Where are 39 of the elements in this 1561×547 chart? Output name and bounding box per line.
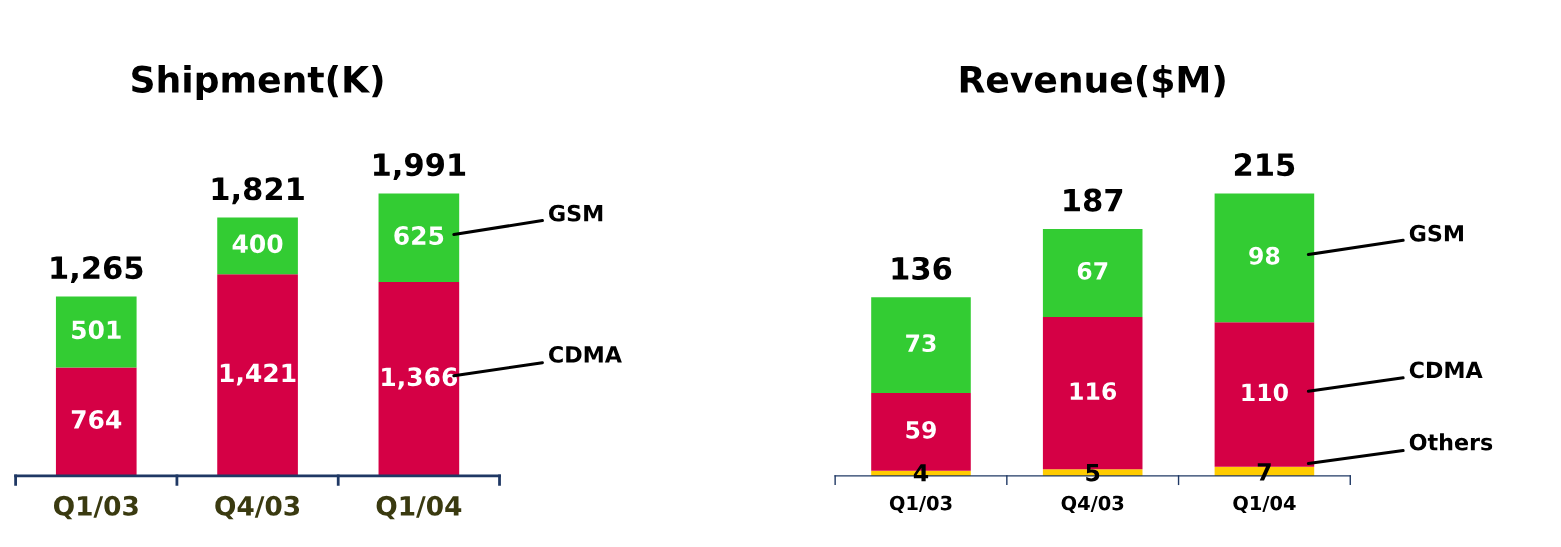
data-label: 116 — [1070, 382, 1117, 400]
data-label: 764 — [71, 410, 122, 429]
bar — [55, 367, 137, 476]
data-label: 110 — [1242, 383, 1288, 402]
text: GSM — [549, 204, 603, 222]
bar — [1042, 228, 1143, 317]
data-label: 400 — [232, 234, 283, 254]
text: Others — [1409, 433, 1493, 451]
data-label: 73 — [906, 334, 936, 353]
text: GSM — [1409, 224, 1463, 242]
data-label: 625 — [394, 226, 444, 246]
x-tick-label: Q1/04 — [376, 495, 462, 520]
bar — [378, 282, 460, 476]
bar — [55, 296, 137, 368]
x-tick-label: Q4/03 — [1061, 495, 1124, 513]
total-label: 136 — [892, 256, 952, 280]
text: CDMA — [549, 346, 622, 363]
total-label: 1,991 — [373, 153, 466, 181]
x-tick-label: Q1/04 — [1233, 495, 1296, 513]
total-label: 1,265 — [51, 256, 143, 284]
x-tick-label: Q1/03 — [889, 495, 952, 513]
x-tick-label: Q4/03 — [215, 495, 300, 520]
bar — [871, 297, 971, 394]
chart-title: Revenue($M) — [960, 64, 1225, 98]
x-tick-label: Q1/03 — [54, 495, 138, 520]
bar — [378, 193, 460, 283]
text: CDMA — [1409, 361, 1483, 379]
data-label: 67 — [1077, 261, 1108, 280]
total-label: 1,821 — [212, 177, 304, 205]
data-label: 1,421 — [220, 363, 296, 386]
data-label: 501 — [72, 320, 121, 340]
total-label: 187 — [1064, 188, 1123, 212]
bar — [217, 274, 298, 476]
bar — [1214, 193, 1315, 323]
data-label: 98 — [1249, 246, 1280, 265]
data-label: 59 — [906, 420, 936, 439]
data-label: 1,366 — [382, 367, 458, 390]
total-label: 215 — [1234, 153, 1295, 177]
chart-title: Shipment(K) — [132, 64, 383, 100]
